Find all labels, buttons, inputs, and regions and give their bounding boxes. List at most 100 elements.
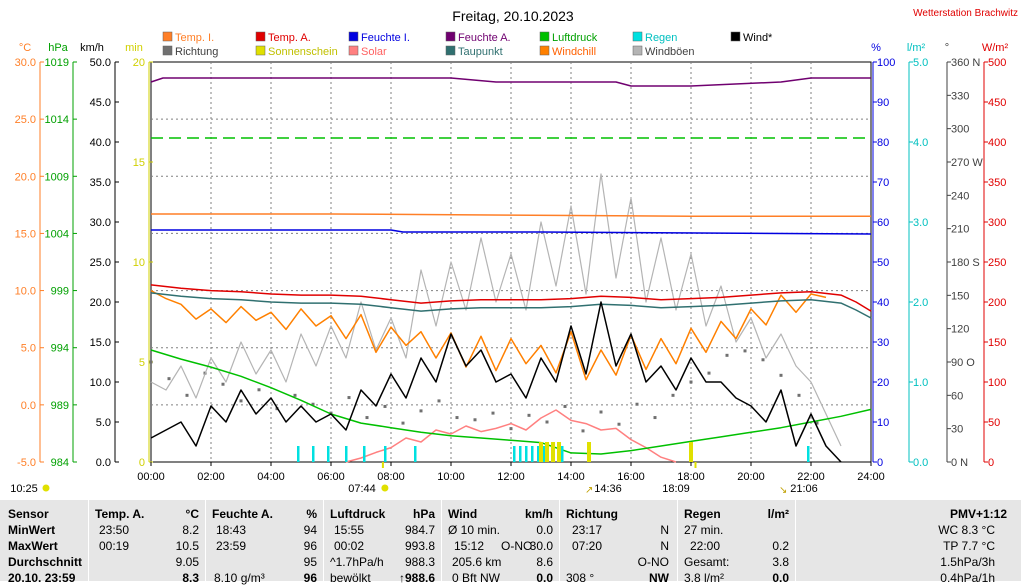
pmv-pressure-3h: 1.5hPa/3h xyxy=(940,555,995,569)
time-tick-label: 14:00 xyxy=(557,471,585,483)
direction-dot xyxy=(365,416,369,420)
tick-label-wind: 20.0 xyxy=(90,297,111,309)
time-tick-label: 16:00 xyxy=(617,471,645,483)
direction-dot xyxy=(455,416,459,420)
legend-swatch-sonnenschein xyxy=(255,45,266,56)
pmv-column: PMV+1:12 WC 8.3 °C TP 7.7 °C 1.5hPa/3h 0… xyxy=(796,500,1021,585)
temp-column: Temp. A. °C 23:50 8.2 00:19 10.5 9.05 8.… xyxy=(89,500,206,585)
temp-avg: 9.05 xyxy=(175,555,199,569)
direction-now: NW xyxy=(649,571,669,585)
station-name: Wetterstation Brachwitz xyxy=(913,8,1018,19)
direction-dot xyxy=(167,377,171,381)
axis-unit-pressure: hPa xyxy=(48,42,68,54)
direction-dot xyxy=(257,388,261,392)
temp-min-time: 23:50 xyxy=(99,523,130,537)
pressure-min-value: 984.7 xyxy=(404,523,435,537)
tick-label-wind: 50.0 xyxy=(90,57,111,69)
pressure-unit: hPa xyxy=(412,507,435,521)
tick-label-rain: 5.0 xyxy=(913,57,928,69)
series-wind xyxy=(150,301,842,463)
wind-bft: 0 Bft NW xyxy=(452,571,501,585)
direction-dot xyxy=(815,421,819,425)
axis-unit-wind: km/h xyxy=(80,42,104,54)
rain-header: Regen xyxy=(684,507,721,521)
tick-label-wind: 0.0 xyxy=(96,457,111,469)
sunshine-bar xyxy=(689,442,693,462)
tick-label-pressure: 994 xyxy=(51,343,69,355)
pmv-pressure-1h: 0.4hPa/1h xyxy=(940,571,995,585)
pmv-dewpoint: TP 7.7 °C xyxy=(943,539,995,553)
direction-dot xyxy=(563,404,567,408)
tick-label-sun: 20 xyxy=(133,57,145,69)
tick-label-pressure: 999 xyxy=(51,286,69,298)
direction-dot xyxy=(329,411,333,415)
right-axes: 10090807060504030201005.04.03.02.01.00.0… xyxy=(872,57,1006,469)
tick-label-direction: 180 S xyxy=(951,257,980,269)
tick-label-solar: 0 xyxy=(988,457,994,469)
tick-label-direction: 210 xyxy=(951,224,969,236)
rain-bar xyxy=(531,446,534,462)
direction-dot xyxy=(527,413,531,417)
legend-label-luftdruck: Luftdruck xyxy=(552,32,598,44)
temp-now: 8.3 xyxy=(182,571,199,585)
weather-chart: Freitag, 20.10.2023 Wetterstation Brachw… xyxy=(10,8,1018,496)
legend: Temp. I. Temp. A. Feuchte I. Feuchte A. Luft… xyxy=(162,31,773,58)
direction-dot xyxy=(347,396,351,400)
tick-label-direction: 270 W xyxy=(951,157,983,169)
tick-label-pressure: 989 xyxy=(51,400,69,412)
humidity-max-value: 96 xyxy=(303,539,317,553)
wind-avg-day: 8.6 xyxy=(536,555,553,569)
time-marker-sun: 10:25 xyxy=(10,483,38,495)
rain-day-total: 3.8 l/m² xyxy=(684,571,725,585)
time-tick-label: 04:00 xyxy=(257,471,285,483)
time-axis: 00:00 02:00 04:00 06:00 08:00 10:00 12:00 14:00… xyxy=(137,462,885,483)
humidity-absolute: 8.10 g/m³ xyxy=(214,571,265,585)
temp-header: Temp. A. xyxy=(95,507,145,521)
axis-unit-solar: W/m² xyxy=(982,42,1009,54)
direction-dot xyxy=(383,404,387,408)
direction-column: Richtung 23:17 N 07:20 N O-NO 308 ° NW xyxy=(560,500,678,585)
sunshine-bar xyxy=(551,442,555,462)
tick-label-direction: 120 xyxy=(951,324,969,336)
time-tick-label: 12:00 xyxy=(497,471,525,483)
axis-units: °C hPa km/h min% l/m² ° W/m² xyxy=(19,42,1009,54)
direction-r2-value: N xyxy=(660,539,669,553)
rain-bar xyxy=(561,446,564,462)
sunshine-bar xyxy=(557,442,561,462)
tick-label-humidity: 10 xyxy=(877,417,889,429)
label-column: Sensor MinWert MaxWert Durchschnitt 20.1… xyxy=(0,500,89,585)
tick-label-humidity: 70 xyxy=(877,177,889,189)
legend-label-sonnenschein: Sonnenschein xyxy=(268,46,338,58)
humidity-max-time: 23:59 xyxy=(216,539,247,553)
legend-swatch-taupunkt xyxy=(445,45,456,56)
temp-max-value: 10.5 xyxy=(175,539,199,553)
tick-label-pressure: 984 xyxy=(51,457,69,469)
time-tick-label: 18:00 xyxy=(677,471,705,483)
axis-unit-sun: min xyxy=(125,42,143,54)
tick-label-solar: 300 xyxy=(988,217,1006,229)
tick-label-rain: 4.0 xyxy=(913,137,928,149)
grid xyxy=(150,61,872,463)
tick-label-direction: 360 N xyxy=(951,57,980,69)
tick-label-temp: 10.0 xyxy=(15,286,36,298)
rain-bar xyxy=(513,446,516,462)
tick-label-solar: 150 xyxy=(988,337,1006,349)
rain-bar xyxy=(807,446,810,462)
legend-swatch-windchill xyxy=(539,45,550,56)
temp-min-value: 8.2 xyxy=(182,523,199,537)
direction-dot xyxy=(419,409,423,413)
tick-label-wind: 5.0 xyxy=(96,417,111,429)
tick-label-humidity: 80 xyxy=(877,137,889,149)
tick-label-humidity: 100 xyxy=(877,57,895,69)
humidity-header: Feuchte A. xyxy=(212,507,273,521)
direction-dot xyxy=(581,429,585,433)
pressure-min-time: 15:55 xyxy=(334,523,365,537)
moonset-icon: ↘ xyxy=(779,485,787,496)
direction-dot xyxy=(797,393,801,397)
rain-total-value: 3.8 xyxy=(772,555,789,569)
legend-swatch-windboeen xyxy=(632,45,643,56)
humidity-now: 96 xyxy=(303,571,317,585)
time-tick-label: 20:00 xyxy=(737,471,765,483)
time-marker-sunrise: 07:44 xyxy=(348,483,376,495)
tick-label-pressure: 1009 xyxy=(45,171,69,183)
